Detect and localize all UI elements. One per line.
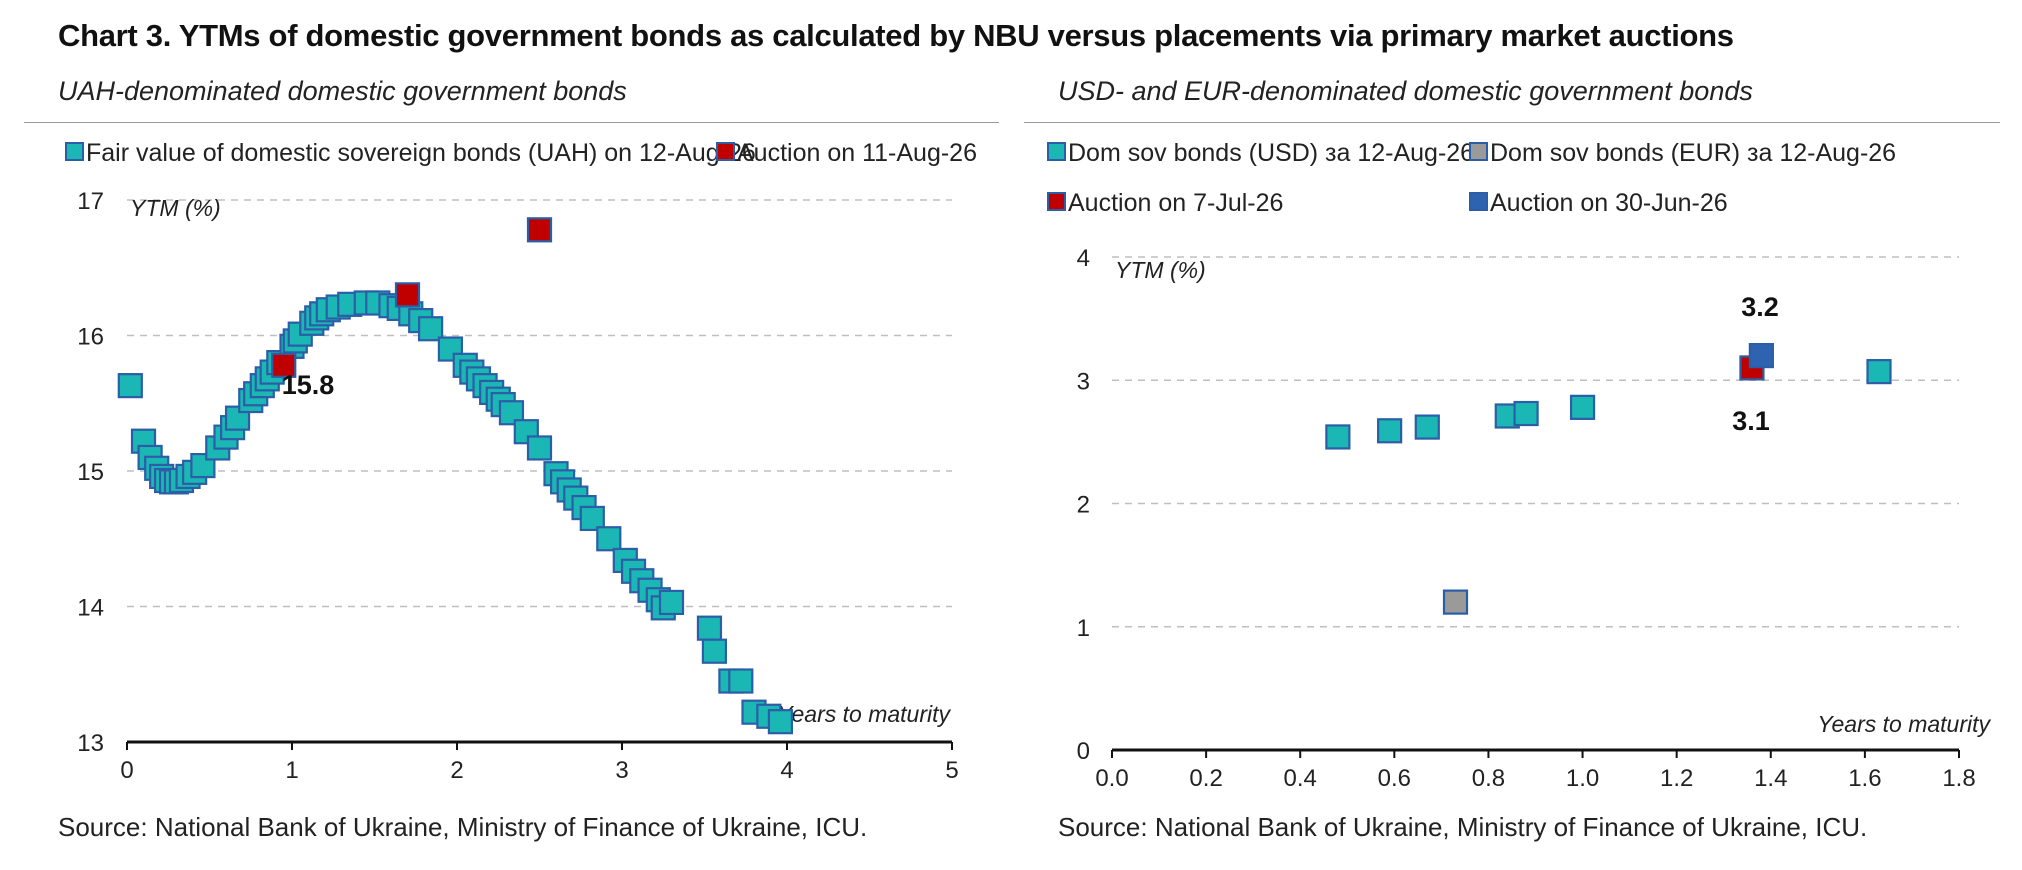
x-tick-label: 1.2 [1660, 765, 1693, 792]
y-tick-label: 2 [1077, 492, 1090, 519]
y-tick-label: 15 [77, 459, 104, 486]
data-point-series-1 [526, 435, 553, 461]
chart-title: Chart 3. YTMs of domestic government bon… [58, 18, 1734, 53]
data-point-series-1 [117, 373, 143, 399]
x-tick-label: 2 [450, 757, 463, 784]
y-tick-label: 16 [77, 324, 104, 351]
data-point-series-1 [767, 709, 794, 735]
x-tick-label: 1.4 [1754, 765, 1787, 792]
y-tick-label: 14 [77, 595, 104, 622]
data-point-series-2 [394, 282, 421, 308]
data-point-series-1 [1866, 359, 1892, 385]
legend-swatch [1047, 142, 1066, 161]
x-tick-label: 0.8 [1472, 765, 1505, 792]
left-divider [24, 122, 999, 123]
legend-label: Auction on 30-Jun-26 [1490, 189, 1728, 217]
left-panel-subtitle: UAH-denominated domestic government bond… [58, 76, 627, 106]
x-tick-label: 0.2 [1189, 765, 1222, 792]
data-point-series-1 [1414, 414, 1440, 440]
left-source-note: Source: National Bank of Ukraine, Minist… [58, 812, 868, 842]
x-tick-label: 0 [120, 757, 133, 784]
x-tick-label: 1.6 [1848, 765, 1881, 792]
data-point-series-1 [658, 589, 685, 616]
data-point-series-1 [1569, 394, 1596, 420]
data-point-series-1 [418, 316, 444, 342]
legend-label: Auction on 11-Aug-26 [737, 139, 977, 167]
x-axis-title: Years to maturity [1817, 711, 1991, 737]
legend-swatch [1047, 192, 1066, 211]
data-label: 15.8 [282, 370, 335, 400]
legend-label: Dom sov bonds (EUR) за 12-Aug-26 [1490, 139, 1896, 167]
legend-swatch [65, 142, 84, 161]
data-label: 3.1 [1732, 406, 1770, 436]
data-point-series-1 [498, 400, 525, 426]
x-tick-label: 0.6 [1378, 765, 1411, 792]
y-axis-title: YTM (%) [130, 195, 221, 221]
legend-swatch [1469, 142, 1488, 161]
data-label: 3.2 [1741, 292, 1779, 322]
data-point-series-1 [1377, 418, 1403, 444]
y-tick-label: 17 [77, 188, 104, 215]
data-point-series-1 [579, 505, 605, 532]
legend-label: Auction on 7-Jul-26 [1068, 189, 1283, 217]
data-point-series-2 [271, 352, 297, 378]
x-tick-label: 1.0 [1566, 765, 1599, 792]
right-panel-subtitle: USD- and EUR-denominated domestic govern… [1058, 76, 1753, 106]
right-source-note: Source: National Bank of Ukraine, Minist… [1058, 812, 1868, 842]
data-point-series-1 [1325, 424, 1351, 450]
legend-label: Dom sov bonds (USD) за 12-Aug-26 [1068, 139, 1474, 167]
data-point-series-1 [701, 638, 728, 664]
data-point-series-1 [596, 526, 622, 552]
y-tick-label: 1 [1077, 615, 1090, 642]
data-point-series-1 [728, 668, 754, 694]
data-point-series-4 [1748, 343, 1774, 369]
y-tick-label: 0 [1077, 738, 1090, 765]
y-tick-label: 4 [1077, 245, 1090, 272]
x-tick-label: 3 [615, 757, 628, 784]
data-point-series-1 [1513, 400, 1539, 427]
right-divider [1024, 122, 2000, 123]
legend-swatch [1469, 192, 1488, 211]
x-tick-label: 1 [285, 757, 298, 784]
legend-label: Fair value of domestic sovereign bonds (… [86, 139, 756, 167]
data-point-series-2 [526, 217, 553, 243]
legend-swatch [716, 142, 735, 161]
x-tick-label: 0.0 [1095, 765, 1128, 792]
x-axis-title: Years to maturity [777, 701, 951, 727]
y-tick-label: 13 [77, 730, 104, 757]
y-axis-title: YTM (%) [1115, 257, 1206, 283]
x-tick-label: 0.4 [1284, 765, 1317, 792]
x-tick-label: 1.8 [1942, 765, 1975, 792]
y-tick-label: 3 [1077, 368, 1090, 395]
uah-bonds-chart: 13 14 15 16 17 0 1 2 3 4 5 YTM (%) Years to maturity… [65, 139, 977, 784]
x-tick-label: 4 [780, 757, 793, 784]
data-point-series-2 [1442, 589, 1469, 615]
x-tick-label: 5 [945, 757, 958, 784]
